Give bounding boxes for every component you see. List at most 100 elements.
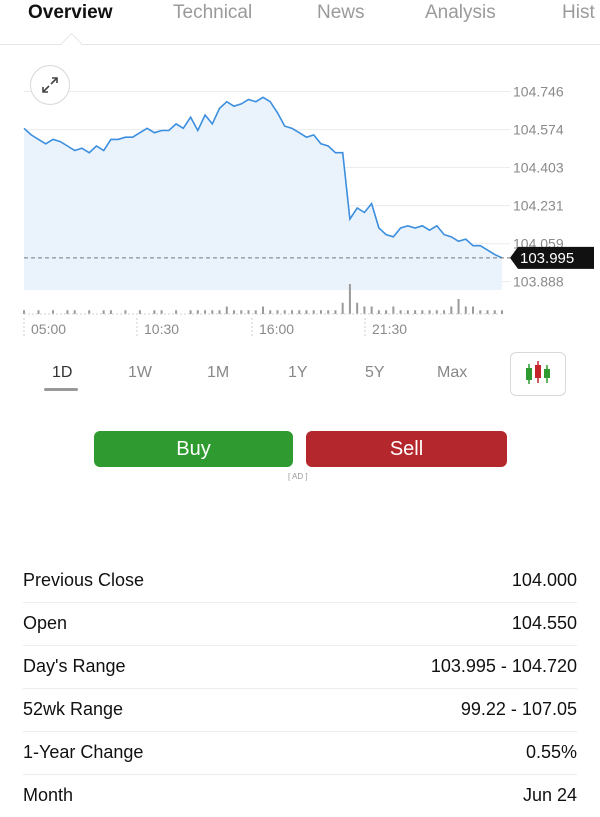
volume-bar <box>225 306 228 314</box>
period-5y[interactable]: 5Y <box>365 364 385 381</box>
volume-bar <box>370 306 373 314</box>
volume-bar <box>23 310 25 314</box>
x-tick-label: 10:30 <box>144 321 179 337</box>
volume-bar <box>247 310 250 314</box>
tab-overview[interactable]: Overview <box>28 2 113 23</box>
y-tick-label: 104.574 <box>513 122 564 138</box>
volume-bar <box>435 310 438 314</box>
volume-bar <box>428 310 431 314</box>
stat-value: 104.000 <box>511 570 577 590</box>
stat-value: 0.55% <box>525 742 577 762</box>
current-price-label: 103.995 <box>520 250 574 267</box>
volume-bar <box>356 302 359 314</box>
period-selector: 1D 1W 1M 1Y 5Y Max <box>0 350 600 400</box>
y-tick-label: 104.231 <box>513 198 564 214</box>
stat-label: Open <box>23 613 68 633</box>
volume-bar <box>305 310 308 314</box>
volume-bar <box>479 310 482 314</box>
volume-bar <box>327 310 330 314</box>
active-period-underline <box>44 388 78 391</box>
tab-technical[interactable]: Technical <box>173 2 253 23</box>
volume-bar <box>399 310 402 314</box>
volume-bar <box>464 306 467 314</box>
volume-bar <box>51 310 54 314</box>
volume-bar <box>414 310 417 314</box>
volume-bar <box>211 310 214 314</box>
price-chart[interactable]: 104.746 104.574 104.403 104.231 104.059 103.8… <box>0 50 600 350</box>
tab-analysis[interactable]: Analysis <box>425 2 496 23</box>
stat-label: Previous Close <box>23 570 145 590</box>
volume-bar <box>283 310 286 314</box>
y-tick-label: 104.403 <box>513 160 564 176</box>
volume-bar <box>37 310 40 314</box>
volume-bar <box>276 310 279 314</box>
volume-bar <box>73 310 76 314</box>
volume-bar <box>240 310 243 314</box>
stat-value: 99.22 - 107.05 <box>460 699 577 719</box>
volume-bar <box>501 310 503 314</box>
volume-bar <box>486 310 489 314</box>
volume-bar <box>138 310 141 314</box>
x-tick-label: 21:30 <box>372 321 407 337</box>
stat-value: 103.995 - 104.720 <box>430 656 577 676</box>
stat-row: Previous Close 104.000 <box>23 560 577 603</box>
x-tick-label: 05:00 <box>31 321 66 337</box>
volume-bar <box>153 310 156 314</box>
volume-bar <box>472 306 475 314</box>
tab-news[interactable]: News <box>317 2 365 23</box>
price-area-fill <box>24 97 502 290</box>
tab-bar: Overview Technical News Analysis Hist <box>0 0 600 55</box>
volume-bar <box>385 310 388 314</box>
stats-table: Previous Close 104.000 Open 104.550 Day'… <box>23 560 577 817</box>
volume-bar <box>493 310 496 314</box>
volume-bar <box>319 310 322 314</box>
period-1w[interactable]: 1W <box>128 364 152 381</box>
stat-label: Day's Range <box>23 656 126 676</box>
volume-bar <box>254 310 257 314</box>
tab-historical[interactable]: Hist <box>562 2 595 23</box>
x-tick-label: 16:00 <box>259 321 294 337</box>
volume-bar <box>450 306 453 314</box>
volume-bar <box>312 310 315 314</box>
volume-bar <box>457 299 460 314</box>
stat-row: Month Jun 24 <box>23 775 577 817</box>
ad-label: [ AD ] <box>288 472 308 481</box>
price-line <box>23 96 503 259</box>
stat-label: 1-Year Change <box>23 742 144 762</box>
period-1m[interactable]: 1M <box>207 364 230 381</box>
volume-bar <box>175 310 178 314</box>
stat-label: 52wk Range <box>23 699 124 719</box>
volume-bar <box>443 310 446 314</box>
volume-bar <box>196 310 199 314</box>
volume-bar <box>109 310 112 314</box>
volume-bar <box>348 284 351 314</box>
chart-type-button[interactable] <box>510 352 566 396</box>
volume-bar <box>363 306 366 314</box>
volume-bar <box>334 310 337 314</box>
buy-button[interactable]: Buy <box>94 431 293 467</box>
expand-icon <box>42 77 58 93</box>
volume-bar <box>124 310 127 314</box>
stat-row: 52wk Range 99.22 - 107.05 <box>23 689 577 732</box>
current-price-tag: 103.995 <box>510 246 594 269</box>
volume-bar <box>298 310 301 314</box>
stat-label: Month <box>23 785 74 805</box>
stat-row: Day's Range 103.995 - 104.720 <box>23 646 577 689</box>
expand-chart-button[interactable] <box>30 65 70 105</box>
volume-bar <box>377 310 380 314</box>
sell-button[interactable]: Sell <box>306 431 507 467</box>
y-tick-label: 104.746 <box>513 84 564 100</box>
volume-bar <box>269 310 272 314</box>
period-max[interactable]: Max <box>437 364 468 381</box>
period-1d[interactable]: 1D <box>52 364 73 381</box>
period-1y[interactable]: 1Y <box>288 364 308 381</box>
chart-svg: 104.746104.574104.403104.231104.059103.8… <box>23 84 594 338</box>
volume-bar <box>218 310 221 314</box>
volume-bar <box>233 310 236 314</box>
volume-bar <box>262 306 264 314</box>
volume-bar <box>102 310 105 314</box>
stat-value: Jun 24 <box>522 785 577 805</box>
volume-bar <box>204 310 207 314</box>
volume-bar <box>392 306 395 314</box>
volume-bar <box>160 310 163 314</box>
